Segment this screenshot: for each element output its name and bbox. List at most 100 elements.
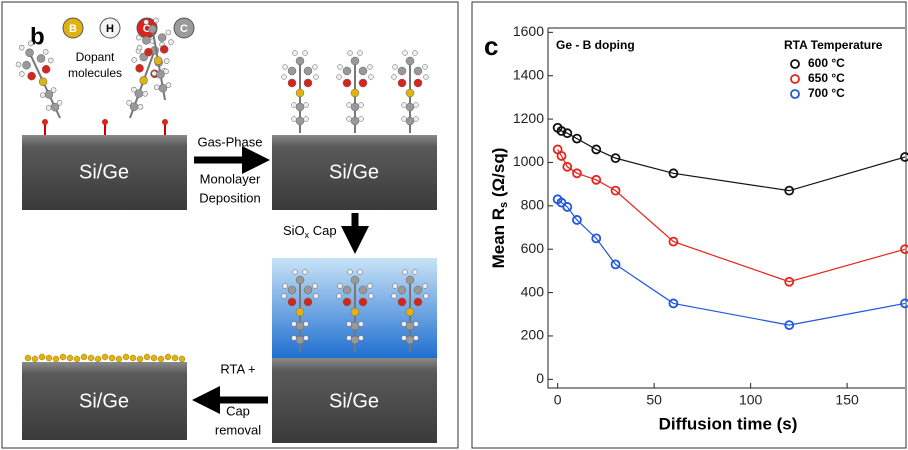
atom (406, 308, 414, 316)
atom (403, 51, 408, 56)
legend-label: 650 °C (808, 71, 845, 85)
atom (292, 103, 297, 108)
atom (39, 92, 46, 99)
atom (369, 75, 374, 80)
atom (296, 308, 304, 316)
dopant-atom (116, 356, 122, 362)
atom (42, 119, 48, 125)
atom (26, 71, 37, 82)
atom (292, 117, 297, 122)
atom (347, 103, 352, 108)
dopant-atom (109, 355, 115, 361)
atom (288, 286, 296, 294)
atom (393, 284, 398, 289)
atom (338, 65, 343, 70)
atom (413, 51, 418, 56)
dopant-atom (151, 355, 157, 361)
atom (347, 336, 352, 341)
atom (283, 65, 288, 70)
atom (162, 119, 168, 125)
dopant-atom (74, 356, 80, 362)
atom (19, 71, 26, 78)
atom (402, 322, 407, 327)
atom (414, 322, 419, 327)
atom (288, 298, 296, 306)
atom (337, 294, 342, 299)
axes-frame (548, 28, 905, 388)
molecule (337, 51, 374, 134)
atom (351, 103, 359, 111)
atom (414, 298, 422, 306)
atom (304, 67, 312, 75)
atom (406, 103, 414, 111)
atom (292, 322, 297, 327)
atom (398, 286, 406, 294)
y-tick-label: 1400 (513, 66, 544, 82)
atom (351, 117, 359, 125)
atom (296, 89, 304, 97)
atom (414, 336, 419, 341)
step-label: Monolayer (200, 171, 261, 186)
atom (304, 79, 312, 87)
dopant-atom (53, 356, 59, 362)
dopant-atom (172, 355, 178, 361)
y-axis-label: Mean Rs (Ω/sq) (489, 148, 509, 269)
atom (358, 51, 363, 56)
x-tick-label: 50 (646, 392, 662, 408)
atom (303, 270, 308, 275)
legend-title: RTA Temperature (784, 38, 883, 52)
step-label: Gas-Phase (197, 134, 262, 149)
dopant-atom (123, 354, 129, 360)
atom (351, 276, 359, 284)
x-tick-label: 0 (554, 392, 562, 408)
atom (154, 84, 160, 90)
atom (137, 104, 143, 110)
panel-b: b Dopant molecules Si/Ge Si/Ge Si/Ge Si/… (2, 2, 458, 448)
atom (313, 65, 318, 70)
atom (406, 336, 414, 344)
atom (304, 298, 312, 306)
y-tick-label: 1600 (513, 23, 544, 39)
dopant-atom (25, 355, 31, 361)
atom (313, 284, 318, 289)
atom (414, 79, 422, 87)
atom (304, 322, 309, 327)
dopant-atom (39, 354, 45, 360)
atom (303, 51, 308, 56)
atom (414, 67, 422, 75)
atom (288, 67, 296, 75)
atom (351, 308, 359, 316)
atom (414, 103, 419, 108)
atom (48, 57, 55, 64)
atom (282, 294, 287, 299)
atom (359, 298, 367, 306)
atom (393, 65, 398, 70)
dopant-label: Dopant (76, 50, 115, 64)
y-tick-label: 400 (521, 283, 545, 299)
atom (424, 75, 429, 80)
atom (402, 103, 407, 108)
atom (157, 33, 166, 42)
x-tick-label: 150 (835, 392, 859, 408)
atom (369, 294, 374, 299)
step-label: removal (215, 422, 261, 437)
atom (304, 286, 312, 294)
atom (351, 322, 359, 330)
legend-marker (791, 75, 799, 83)
atom (423, 284, 428, 289)
y-tick-label: 200 (521, 327, 545, 343)
atom (351, 89, 359, 97)
atom (402, 117, 407, 122)
atom (368, 65, 373, 70)
atom (314, 75, 319, 80)
atom (359, 336, 364, 341)
atom (402, 336, 407, 341)
y-tick-label: 1200 (513, 110, 544, 126)
dopant-label: molecules (68, 66, 122, 80)
x-tick-label: 100 (739, 392, 763, 408)
atom (398, 67, 406, 75)
atom (283, 284, 288, 289)
dopant-atom (95, 356, 101, 362)
step-label: SiOx Cap (283, 223, 337, 240)
molecule (392, 51, 429, 134)
